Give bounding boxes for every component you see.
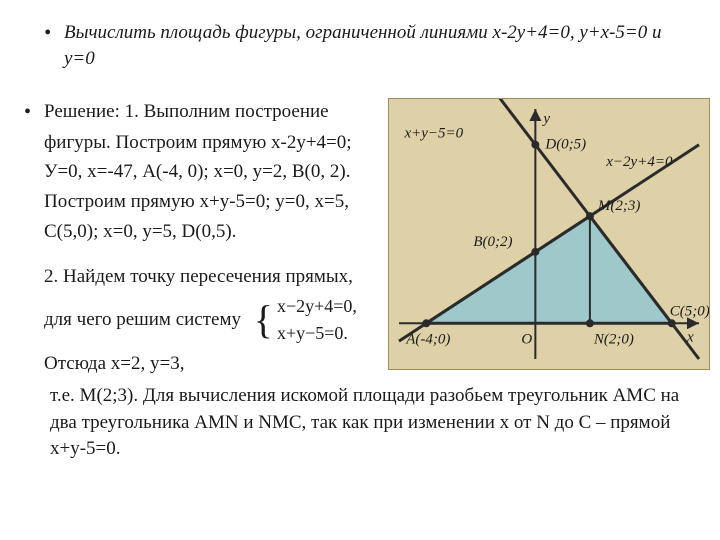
geometry-diagram: y x x+y−5=0 x−2y+4=0 D(0;5) B(0;2) M(2;3) A(-4;…	[389, 99, 709, 369]
system-eq-2: х+у−5=0.	[277, 323, 348, 343]
block2: 2. Найдем точку пересечения прямых, для …	[44, 263, 414, 377]
svg-text:B(0;2): B(0;2)	[473, 234, 512, 250]
conclusion-text: т.е. М(2;3). Для вычисления искомой площ…	[44, 383, 692, 463]
system-eq-1: х−2у+4=0,	[277, 296, 357, 316]
svg-text:x: x	[686, 329, 694, 345]
intro-text: Вычислить площадь фигуры, ограниченной л…	[64, 22, 661, 69]
solution-line-3: Построим прямую х+у-5=0; у=0, х=5,	[44, 188, 414, 216]
solution-line-2: У=0, х=-47, А(-4, 0); х=0, у=2, В(0, 2).	[44, 158, 414, 186]
solution-line-1: фигуры. Построим прямую х-2у+4=0;	[44, 129, 414, 157]
block2-line-1: 2. Найдем точку пересечения прямых,	[44, 263, 414, 291]
svg-text:M(2;3): M(2;3)	[597, 198, 640, 214]
svg-text:x−2y+4=0: x−2y+4=0	[605, 154, 673, 170]
equation-system: { х−2у+4=0, х+у−5=0.	[246, 293, 357, 348]
svg-text:x+y−5=0: x+y−5=0	[403, 126, 463, 142]
solution-bullet: Решение: 1. Выполним построение	[24, 99, 414, 125]
brace-icon: {	[254, 300, 273, 340]
svg-text:D(0;5): D(0;5)	[544, 137, 586, 153]
block2-line-3: Отсюда х=2, у=3,	[44, 350, 414, 378]
figure-panel: y x x+y−5=0 x−2y+4=0 D(0;5) B(0;2) M(2;3) A(-4;…	[388, 98, 710, 370]
svg-text:N(2;0): N(2;0)	[593, 331, 634, 347]
block2-line-2: для чего решим систему { х−2у+4=0, х+у−5…	[44, 293, 414, 348]
intro-bullet: Вычислить площадь фигуры, ограниченной л…	[44, 20, 692, 71]
svg-text:C(5;0): C(5;0)	[670, 303, 709, 319]
solution-column: Решение: 1. Выполним построение фигуры. …	[44, 99, 414, 377]
svg-text:O: O	[521, 331, 532, 347]
solution-line-4: С(5,0); х=0, у=5, D(0,5).	[44, 218, 414, 246]
svg-text:y: y	[541, 111, 550, 127]
svg-text:A(-4;0): A(-4;0)	[405, 331, 450, 347]
system-label: для чего решим систему	[44, 309, 241, 330]
solution-heading: Решение: 1. Выполним построение	[44, 101, 329, 122]
